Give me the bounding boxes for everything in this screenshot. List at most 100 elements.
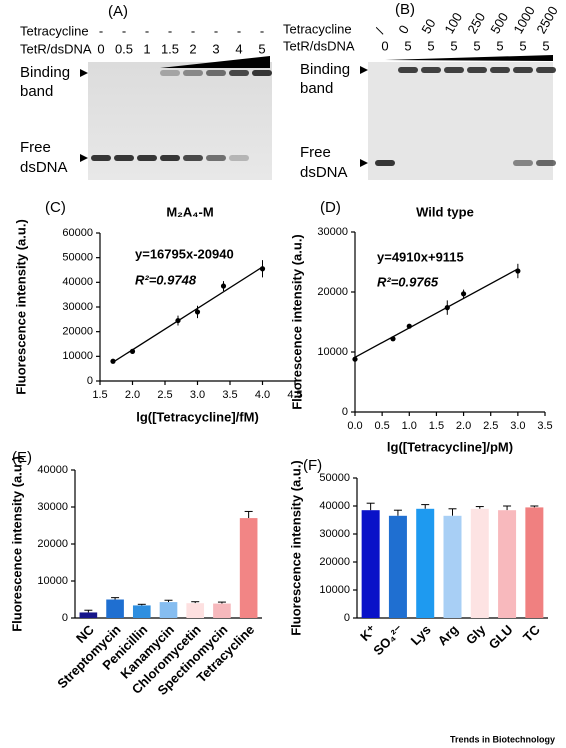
band-label: dsDNA bbox=[20, 159, 68, 176]
lane-label: 0.5 bbox=[115, 41, 133, 56]
gradient-wedge bbox=[160, 56, 270, 68]
row-label: Tetracycline bbox=[20, 23, 89, 38]
arrow bbox=[360, 66, 368, 74]
arrow bbox=[80, 69, 88, 77]
gel-band bbox=[421, 67, 441, 73]
y-tick-label: 20000 bbox=[37, 538, 68, 550]
band-label: band bbox=[20, 83, 53, 100]
y-tick-label: 60000 bbox=[62, 227, 93, 239]
x-tick-label: 2.0 bbox=[456, 420, 471, 432]
lane-label: 0 bbox=[381, 38, 388, 53]
y-axis-label: Fluorescence intensity (a.u.) bbox=[288, 460, 303, 636]
x-axis-label: lg([Tetracycline]/pM) bbox=[387, 439, 513, 454]
data-point bbox=[352, 356, 358, 362]
gel-image bbox=[88, 62, 272, 180]
panel-label: (A) bbox=[108, 3, 128, 20]
x-tick-label: 3.0 bbox=[510, 420, 525, 432]
y-tick-label: 0 bbox=[87, 375, 93, 387]
lane-label: - bbox=[237, 23, 241, 38]
lane-label: - bbox=[191, 23, 195, 38]
data-point bbox=[460, 291, 467, 297]
bar bbox=[186, 603, 205, 618]
bar bbox=[498, 510, 517, 618]
gel-band bbox=[160, 70, 180, 76]
bar bbox=[106, 599, 124, 618]
gel-band bbox=[467, 67, 487, 73]
lane-label: - bbox=[145, 23, 149, 38]
x-axis-label: lg([Tetracycline]/fM) bbox=[136, 409, 259, 424]
x-tick-label: 3.5 bbox=[222, 389, 237, 401]
band-label: Free bbox=[300, 144, 331, 161]
gel-band bbox=[137, 155, 157, 161]
y-tick-label: 10000 bbox=[319, 584, 350, 596]
data-point bbox=[129, 348, 136, 354]
bar bbox=[361, 510, 380, 618]
data-point bbox=[110, 358, 116, 364]
gel-band bbox=[160, 155, 180, 161]
x-tick-label: 0.5 bbox=[374, 420, 389, 432]
bar bbox=[213, 603, 231, 618]
x-tick-label: 3.5 bbox=[537, 420, 552, 432]
equation: y=16795x-20940 bbox=[135, 246, 234, 261]
gel-band bbox=[206, 155, 226, 161]
bar bbox=[525, 507, 544, 618]
gel-band bbox=[444, 67, 464, 73]
arrow bbox=[80, 154, 88, 162]
lane-label: 2 bbox=[189, 41, 196, 56]
y-tick-label: 10000 bbox=[37, 575, 68, 587]
lane-label: - bbox=[99, 23, 103, 38]
lane-label: 5 bbox=[496, 38, 503, 53]
x-tick-label: 2.0 bbox=[125, 389, 140, 401]
gel-band bbox=[513, 160, 533, 166]
lane-label: 0 bbox=[97, 41, 104, 56]
fit-line bbox=[112, 266, 263, 363]
band-label: band bbox=[300, 80, 333, 97]
gel-band bbox=[252, 70, 272, 76]
band-label: Binding bbox=[300, 61, 350, 78]
y-axis-label: Fluorescence intensity (a.u.) bbox=[9, 456, 24, 632]
data-point bbox=[175, 317, 181, 324]
x-tick-label: 0.0 bbox=[347, 420, 362, 432]
lane-label: - bbox=[122, 23, 126, 38]
lane-label: - bbox=[260, 23, 264, 38]
gel-band bbox=[375, 160, 395, 166]
row-label: TetR/dsDNA bbox=[20, 41, 92, 56]
gel-band bbox=[536, 160, 556, 166]
band-label: Binding bbox=[20, 64, 70, 81]
y-tick-label: 40000 bbox=[62, 276, 93, 288]
lane-label: 5 bbox=[450, 38, 457, 53]
lane-label: 5 bbox=[473, 38, 480, 53]
panel-label: (D) bbox=[320, 199, 341, 216]
bar bbox=[470, 508, 489, 618]
x-tick-label: 1.0 bbox=[402, 420, 417, 432]
footer: Trends in Biotechnology bbox=[450, 734, 555, 744]
equation: y=4910x+9115 bbox=[377, 249, 464, 264]
gel-band bbox=[91, 155, 111, 161]
gel-band bbox=[536, 67, 556, 73]
panel-label: (B) bbox=[395, 1, 415, 18]
data-point bbox=[406, 323, 412, 329]
x-tick-label: 1.5 bbox=[429, 420, 444, 432]
lane-label: 3 bbox=[212, 41, 219, 56]
fit-line bbox=[354, 268, 519, 358]
lane-label: - bbox=[214, 23, 218, 38]
chart-title: Wild type bbox=[416, 204, 474, 219]
y-tick-label: 0 bbox=[62, 612, 68, 624]
panel-label: (F) bbox=[303, 457, 322, 474]
gel-band bbox=[229, 70, 249, 76]
x-tick-label: 4.0 bbox=[255, 389, 270, 401]
x-tick-label: 1.5 bbox=[92, 389, 107, 401]
y-tick-label: 30000 bbox=[319, 528, 350, 540]
y-tick-label: 50000 bbox=[319, 472, 350, 484]
gel-band bbox=[114, 155, 134, 161]
y-tick-label: 20000 bbox=[317, 286, 348, 298]
lane-label: 1 bbox=[143, 41, 150, 56]
panel-label: (C) bbox=[45, 199, 66, 216]
y-axis-label: Fluorescence intensity (a.u.) bbox=[289, 234, 304, 410]
y-tick-label: 10000 bbox=[317, 346, 348, 358]
lane-label: / bbox=[372, 25, 387, 36]
gradient-wedge bbox=[385, 55, 553, 61]
arrow bbox=[360, 159, 368, 167]
x-tick-label: 3.0 bbox=[190, 389, 205, 401]
